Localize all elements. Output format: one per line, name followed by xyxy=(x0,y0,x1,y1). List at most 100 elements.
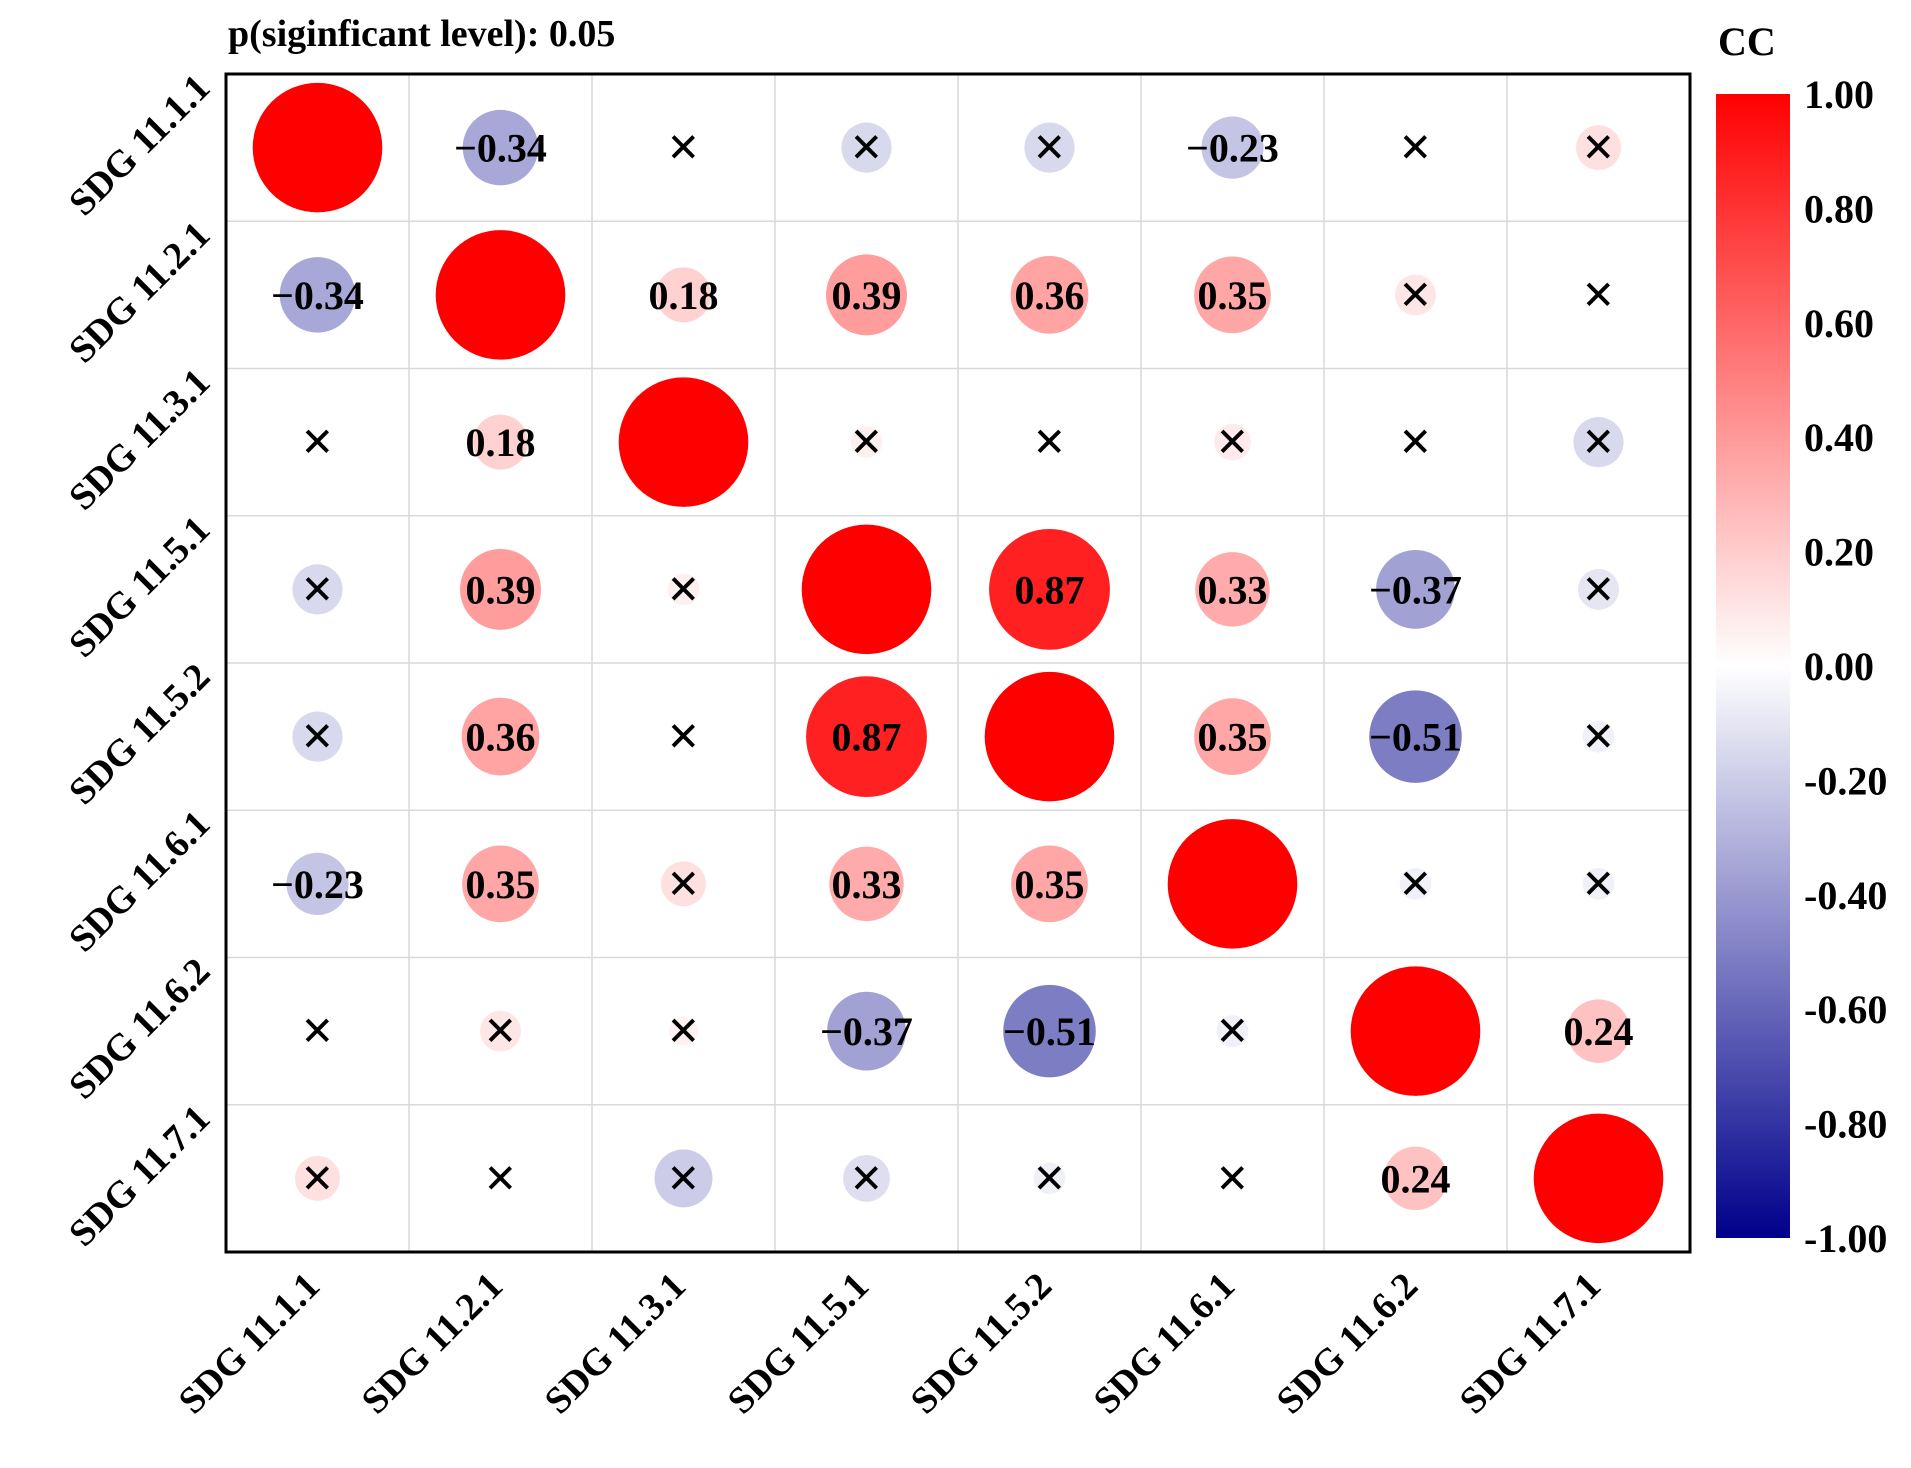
column-tick-label: SDG 11.2.1 xyxy=(354,1265,511,1422)
insignificant-marker: × xyxy=(1583,264,1615,326)
cell-value-label: 0.39 xyxy=(466,567,536,612)
column-tick-label: SDG 11.5.2 xyxy=(903,1265,1060,1422)
correlation-circle xyxy=(1369,690,1462,783)
insignificant-marker: × xyxy=(851,117,883,179)
cell-value-label: 0.24 xyxy=(1381,1156,1451,1201)
insignificant-marker: × xyxy=(302,411,334,473)
correlation-circle xyxy=(1167,819,1298,949)
cell-value-label: −0.51 xyxy=(1003,1009,1096,1054)
correlation-circle xyxy=(829,846,904,922)
colorbar-tick-label: 0.40 xyxy=(1804,415,1874,460)
correlation-circle xyxy=(1194,698,1271,775)
correlation-circle xyxy=(1399,868,1432,900)
insignificant-marker: × xyxy=(302,706,334,768)
correlation-circle xyxy=(1011,845,1088,923)
insignificant-marker: × xyxy=(302,558,334,620)
cell-value-label: 0.35 xyxy=(1015,862,1085,907)
correlation-circle xyxy=(295,1155,340,1201)
correlation-circle xyxy=(669,1016,698,1046)
correlation-circle xyxy=(1566,999,1631,1063)
correlation-circle xyxy=(252,82,383,213)
insignificant-marker: × xyxy=(302,1000,334,1062)
correlation-circle xyxy=(473,414,528,470)
correlation-circle xyxy=(1214,423,1251,461)
correlation-circle xyxy=(1195,552,1270,627)
correlation-circle xyxy=(841,122,892,173)
correlation-circle xyxy=(279,257,356,333)
insignificant-marker: × xyxy=(1400,853,1432,915)
correlation-circle xyxy=(286,852,349,915)
column-tick-label: SDG 11.1.1 xyxy=(171,1265,328,1422)
row-tick-label: SDG 11.5.1 xyxy=(61,508,218,665)
correlation-circle xyxy=(1376,549,1455,629)
row-tick-label: SDG 11.3.1 xyxy=(61,361,218,518)
colorbar-tick-label: -0.60 xyxy=(1804,987,1887,1032)
column-tick-label: SDG 11.6.2 xyxy=(1269,1265,1426,1422)
correlation-circle xyxy=(656,267,711,323)
correlation-circle xyxy=(654,1149,713,1208)
insignificant-marker: × xyxy=(668,1147,700,1209)
correlation-circle xyxy=(1010,256,1089,334)
insignificant-marker: × xyxy=(1217,411,1249,473)
correlation-circle xyxy=(462,109,539,186)
cell-value-label: −0.34 xyxy=(271,273,364,318)
cell-value-label: −0.34 xyxy=(454,126,547,171)
insignificant-marker: × xyxy=(668,117,700,179)
correlation-circle xyxy=(1033,1162,1066,1195)
correlation-circle xyxy=(989,528,1110,650)
insignificant-marker: × xyxy=(1583,558,1615,620)
correlation-circle xyxy=(1216,1015,1249,1047)
cell-value-label: −0.37 xyxy=(820,1009,913,1054)
cell-value-label: 0.39 xyxy=(832,273,902,318)
correlation-circle xyxy=(1578,568,1619,610)
correlation-circle xyxy=(461,697,540,776)
correlation-circle xyxy=(1350,966,1481,1096)
insignificant-marker: × xyxy=(1217,1000,1249,1062)
column-tick-label: SDG 11.5.1 xyxy=(720,1265,877,1422)
cell-value-label: 0.24 xyxy=(1564,1009,1634,1054)
cell-value-label: 0.35 xyxy=(1198,715,1268,760)
insignificant-marker: × xyxy=(1400,117,1432,179)
cell-value-label: 0.33 xyxy=(832,862,902,907)
insignificant-marker: × xyxy=(302,1147,334,1209)
colorbar-title: CC xyxy=(1718,19,1776,64)
correlation-circle xyxy=(480,1010,521,1052)
insignificant-marker: × xyxy=(851,1147,883,1209)
insignificant-marker: × xyxy=(1400,411,1432,473)
insignificant-marker: × xyxy=(1583,411,1615,473)
row-tick-label: SDG 11.6.1 xyxy=(61,803,218,960)
cell-value-label: −0.23 xyxy=(1186,126,1279,171)
insignificant-marker: × xyxy=(1034,1147,1066,1209)
row-tick-label: SDG 11.5.2 xyxy=(61,656,218,813)
correlation-circle xyxy=(984,671,1115,802)
correlation-circle xyxy=(1533,1113,1664,1244)
correlation-circle xyxy=(806,676,927,798)
insignificant-marker: × xyxy=(1400,264,1432,326)
colorbar-tick-label: 0.20 xyxy=(1804,530,1874,575)
correlation-circle xyxy=(1582,868,1615,900)
colorbar-tick-label: -1.00 xyxy=(1804,1216,1887,1261)
insignificant-marker: × xyxy=(668,558,700,620)
correlation-circle xyxy=(1582,720,1615,753)
correlation-circle xyxy=(1573,417,1624,468)
correlation-circle xyxy=(1383,1146,1448,1211)
correlation-circle xyxy=(292,564,343,615)
insignificant-marker: × xyxy=(1034,117,1066,179)
correlation-circle xyxy=(850,426,883,458)
correlation-circle xyxy=(618,377,749,507)
colorbar-tick-label: 0.80 xyxy=(1804,186,1874,231)
plot-frame xyxy=(224,72,1692,1254)
cell-value-label: 0.36 xyxy=(1015,273,1085,318)
insignificant-marker: × xyxy=(1583,117,1615,179)
cell-value-label: 0.33 xyxy=(1198,567,1268,612)
insignificant-marker: × xyxy=(668,706,700,768)
correlation-circle xyxy=(827,991,906,1071)
row-tick-label: SDG 11.7.1 xyxy=(61,1097,218,1254)
cell-value-label: 0.18 xyxy=(466,420,536,465)
cell-value-label: −0.37 xyxy=(1369,567,1462,612)
insignificant-marker: × xyxy=(485,1000,517,1062)
insignificant-marker: × xyxy=(1583,853,1615,915)
insignificant-marker: × xyxy=(485,1147,517,1209)
cell-value-label: 0.36 xyxy=(466,715,536,760)
correlation-circle xyxy=(1194,256,1271,334)
